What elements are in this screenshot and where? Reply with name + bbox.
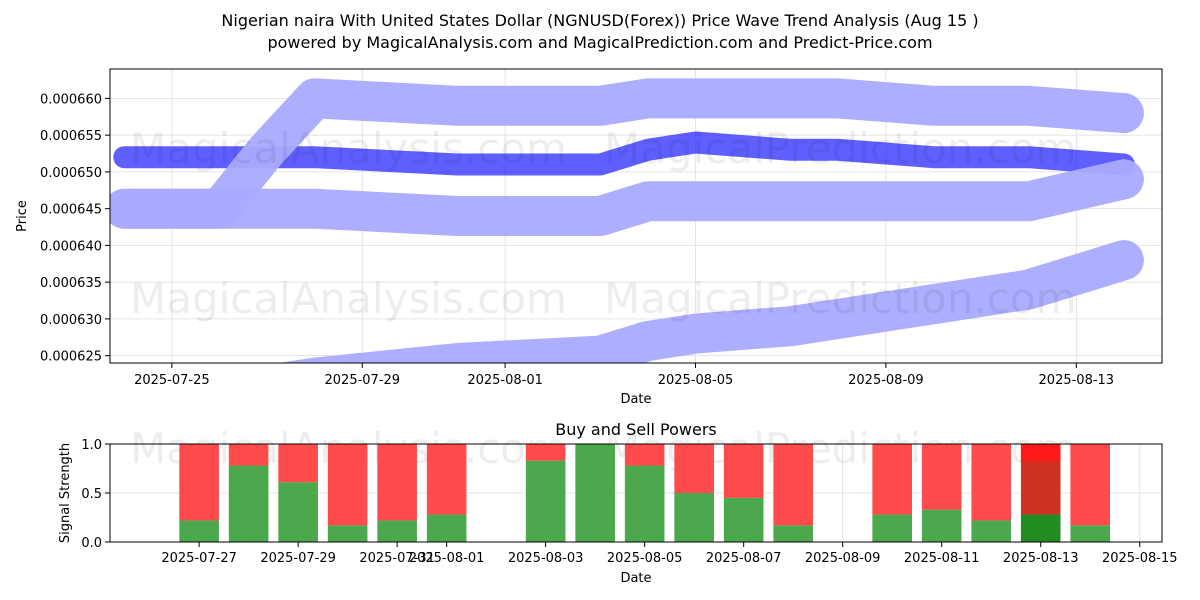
buy-bar <box>872 514 912 542</box>
buy-bar <box>1070 525 1111 542</box>
sell-bar <box>872 444 912 515</box>
signal-x-axis-label: Date <box>620 571 651 586</box>
buy-bar <box>228 465 269 542</box>
price-wave-band <box>110 159 1144 236</box>
price-wave-band <box>110 78 1144 229</box>
signal-x-tick-label: 2025-08-03 <box>508 551 584 566</box>
sell-bar <box>228 444 269 466</box>
price-y-axis-label: Price <box>15 200 30 232</box>
buy-bar <box>327 525 368 542</box>
watermark-analysis-top: MagicalAnalysis.com <box>130 124 567 173</box>
chart-title-line2: powered by MagicalAnalysis.com and Magic… <box>267 33 932 52</box>
price-y-tick-label: 0.000630 <box>40 313 102 328</box>
price-y-tick-label: 0.000655 <box>40 129 102 144</box>
price-x-tick-label: 2025-08-05 <box>658 373 734 388</box>
price-x-tick-label: 2025-08-01 <box>467 373 543 388</box>
buy-bar <box>1020 514 1061 542</box>
price-x-tick-label: 2025-07-29 <box>325 373 401 388</box>
signal-y-tick-label: 1.0 <box>81 438 102 453</box>
buy-bar <box>674 493 714 542</box>
sell-bar <box>674 444 714 493</box>
price-y-tick-label: 0.000640 <box>40 239 102 254</box>
buy-bar <box>921 509 962 542</box>
buy-bar <box>426 514 467 542</box>
signal-y-tick-label: 0.5 <box>81 487 102 502</box>
sell-bar <box>327 444 368 526</box>
watermark-prediction-top: MagicalPrediction.com <box>604 124 1077 173</box>
buy-sell-panel: Buy and Sell Powers MagicalAnalysis.com … <box>58 420 1178 586</box>
signal-x-tick-label: 2025-08-11 <box>904 551 980 566</box>
signal-x-tick-label: 2025-08-07 <box>706 551 782 566</box>
signal-bars <box>179 444 1111 542</box>
buy-bar <box>575 444 615 542</box>
price-y-tick-label: 0.000660 <box>40 92 102 107</box>
buy-bar <box>773 525 813 542</box>
watermark-prediction-mid: MagicalPrediction.com <box>604 274 1077 323</box>
sell-bar <box>278 444 318 483</box>
price-x-tick-label: 2025-07-25 <box>134 373 210 388</box>
price-y-tick-label: 0.000645 <box>40 203 102 218</box>
sell-bar-highlight <box>1020 444 1061 462</box>
signal-y-axis-label: Signal Strength <box>58 443 73 543</box>
sell-bar <box>525 444 566 461</box>
sell-bar <box>624 444 665 466</box>
buy-bar <box>723 497 764 542</box>
sell-bar <box>971 444 1012 521</box>
signal-y-tick-label: 0.0 <box>81 536 102 551</box>
price-x-tick-label: 2025-08-09 <box>848 373 924 388</box>
watermark-analysis-mid: MagicalAnalysis.com <box>130 274 567 323</box>
signal-x-tick-label: 2025-08-01 <box>409 551 485 566</box>
price-x-tick-label: 2025-08-13 <box>1039 373 1115 388</box>
price-x-ticks: 2025-07-25 2025-07-29 2025-08-01 2025-08-05… <box>134 363 1114 388</box>
buy-bar <box>179 520 219 542</box>
signal-x-ticks: 2025-07-27 2025-07-29 2025-07-312025-08-01… <box>161 542 1178 566</box>
buy-bar <box>971 520 1012 542</box>
buy-bar <box>525 460 566 542</box>
buy-bar <box>624 465 665 542</box>
sell-bar <box>377 444 417 521</box>
price-x-axis-label: Date <box>620 392 651 407</box>
price-wave-panel: MagicalAnalysis.com MagicalPrediction.co… <box>15 68 1163 407</box>
sell-bar <box>179 444 219 521</box>
signal-x-tick-label: 2025-08-15 <box>1102 551 1178 566</box>
buy-bar <box>278 482 318 542</box>
price-y-tick-label: 0.000635 <box>40 276 102 291</box>
price-y-ticks: 0.000625 0.000630 0.000635 0.000640 0.000645… <box>40 92 110 365</box>
price-axes-frame <box>109 68 1163 364</box>
price-y-tick-label: 0.000625 <box>40 350 102 365</box>
sell-bar <box>426 444 467 515</box>
sell-bar <box>773 444 813 526</box>
signal-x-tick-label: 2025-08-13 <box>1003 551 1079 566</box>
signal-x-tick-label: 2025-07-27 <box>161 551 237 566</box>
buy-sell-title: Buy and Sell Powers <box>555 420 717 439</box>
chart-title-line1: Nigerian naira With United States Dollar… <box>221 11 978 30</box>
signal-x-tick-label: 2025-07-29 <box>260 551 336 566</box>
signal-x-tick-label: 2025-08-09 <box>805 551 881 566</box>
signal-x-tick-label: 2025-08-05 <box>607 551 683 566</box>
price-y-tick-label: 0.000650 <box>40 166 102 181</box>
sell-bar <box>723 444 764 498</box>
signal-y-ticks: 0.0 0.5 1.0 <box>81 438 110 551</box>
price-bands <box>110 78 1144 363</box>
buy-bar <box>377 520 417 542</box>
signal-x-tick-label: 2025-07-31 <box>359 551 435 566</box>
price-wave-band <box>278 240 1144 363</box>
sell-bar <box>1070 444 1111 526</box>
sell-bar <box>921 444 962 510</box>
